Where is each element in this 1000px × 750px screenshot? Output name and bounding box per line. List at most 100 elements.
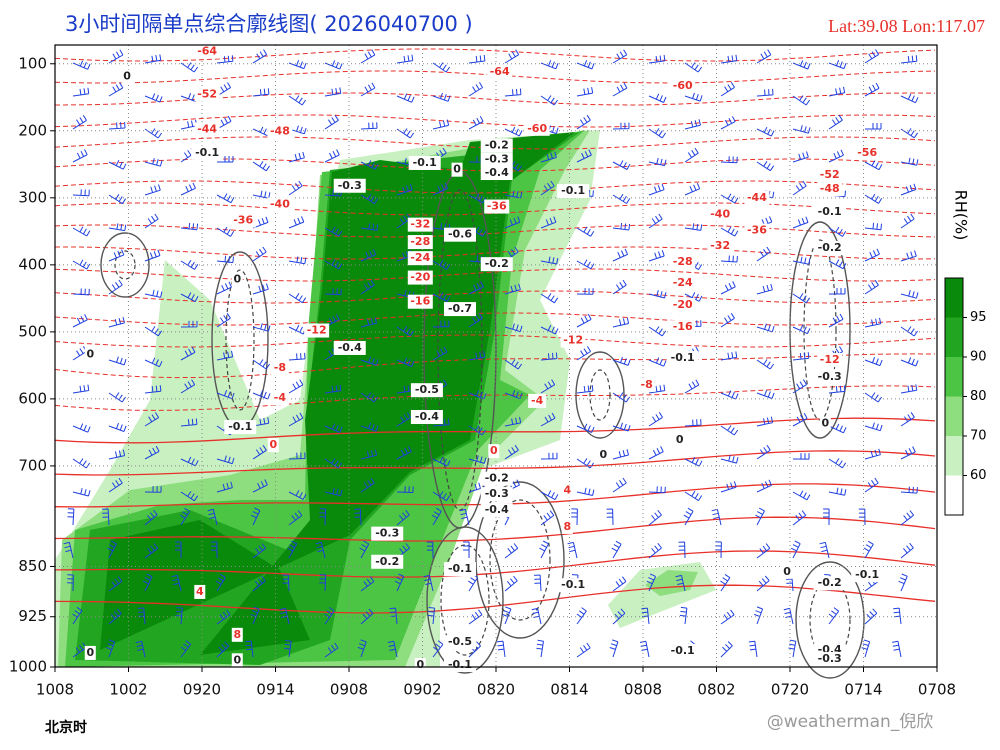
- wind-barb: [675, 574, 686, 592]
- wind-barb: [756, 283, 773, 295]
- wind-barb: [72, 606, 83, 625]
- wind-barb: [252, 88, 270, 97]
- wind-barb: [792, 60, 811, 70]
- wind-barb: [432, 640, 444, 658]
- omega-contour: [100, 232, 150, 298]
- temperature-label-box: [267, 438, 279, 453]
- omega-label-box: [480, 503, 513, 518]
- wind-barb: [864, 317, 882, 328]
- temperature-label-box: [707, 239, 733, 254]
- wind-barb: [144, 289, 163, 298]
- x-tick-label: 0814: [550, 681, 588, 699]
- wind-barb: [576, 607, 587, 625]
- wind-barb: [612, 608, 626, 625]
- omega-label-box: [410, 409, 443, 424]
- wind-barb: [324, 149, 340, 163]
- x-tick-label: 0908: [330, 681, 368, 699]
- wind-barb: [720, 116, 736, 130]
- wind-barb: [540, 151, 557, 163]
- wind-barb: [819, 541, 830, 559]
- wind-barb: [711, 508, 722, 526]
- wind-barb: [864, 222, 882, 231]
- wind-barb: [216, 55, 234, 64]
- wind-barb: [284, 639, 292, 658]
- omega-label-box: [480, 257, 513, 272]
- wind-barb: [792, 510, 807, 526]
- wind-barb: [540, 293, 559, 304]
- wind-barb: [426, 541, 434, 559]
- wind-barb: [252, 359, 271, 370]
- wind-barb: [790, 540, 801, 559]
- plot-frame: [54, 44, 938, 668]
- omega-label: 0: [783, 565, 791, 578]
- temperature-label-box: [637, 377, 656, 392]
- wind-barb: [828, 487, 847, 496]
- wind-barb: [468, 115, 484, 130]
- omega-label: -0.2: [485, 257, 509, 270]
- wind-barb: [504, 190, 523, 199]
- wind-barb: [684, 147, 699, 163]
- wind-barb: [612, 222, 631, 231]
- temperature-label-box: [488, 444, 500, 459]
- wind-barb: [107, 540, 117, 559]
- wind-barb: [252, 49, 268, 64]
- wind-barb: [900, 510, 914, 526]
- temperature-label: 8: [233, 628, 241, 641]
- wind-barb: [144, 54, 162, 64]
- wind-barb: [396, 54, 414, 64]
- wind-barb: [792, 293, 811, 304]
- wind-barb: [864, 279, 879, 295]
- wind-barb: [144, 543, 159, 559]
- contour-labels: -64-64-52-44 -48-40-36-60-60-56-52-48-44-…: [84, 44, 884, 672]
- omega-label-box: [781, 564, 793, 579]
- wind-barb: [900, 128, 919, 139]
- omega-contour: [475, 481, 565, 639]
- wind-barb: [540, 324, 559, 335]
- omega-label-box: [813, 651, 846, 666]
- wind-barb: [432, 182, 449, 196]
- wind-barb: [360, 392, 379, 403]
- wind-barb: [396, 128, 415, 139]
- colorbar-tick-label: 80: [970, 389, 987, 404]
- temperature-label-box: [670, 298, 696, 313]
- wind-barb: [108, 279, 123, 295]
- wind-barb: [540, 510, 555, 526]
- omega-label-box: [231, 272, 243, 287]
- y-tick-label: 100: [18, 54, 47, 72]
- omega-label: -0.1: [561, 184, 585, 197]
- wind-barb: [504, 216, 521, 229]
- wind-barb: [359, 540, 370, 559]
- omega-label: -0.1: [448, 562, 472, 575]
- wind-barb: [864, 477, 879, 493]
- omega-label-box: [443, 227, 476, 242]
- wind-barb: [216, 255, 234, 264]
- x-tick-label: 0708: [918, 681, 956, 699]
- wind-barb: [216, 226, 235, 237]
- wind-barb: [324, 642, 339, 658]
- temperature-label-box: [744, 223, 770, 238]
- wind-barb: [252, 246, 267, 262]
- wind-barb: [540, 60, 559, 70]
- wind-barb: [252, 216, 269, 229]
- temperature-label-box: [407, 217, 433, 232]
- temperature-label: -40: [270, 198, 290, 211]
- temperature-label: -28: [410, 235, 430, 248]
- omega-label-box: [191, 145, 224, 160]
- temperature-label: -40: [710, 208, 730, 221]
- omega-label-box: [813, 204, 846, 219]
- wind-barb: [720, 226, 739, 237]
- wind-barb: [540, 352, 558, 361]
- wind-barb: [72, 226, 91, 237]
- wind-barb: [720, 54, 738, 64]
- wind-barb: [576, 313, 592, 328]
- wind-barb: [648, 542, 662, 559]
- wind-barb: [900, 357, 919, 367]
- omega-contour: [437, 189, 483, 511]
- wind-barb: [252, 161, 271, 172]
- wind-barb: [720, 255, 738, 263]
- x-tick-label: 0902: [403, 681, 441, 699]
- omega-label: -0.5: [448, 635, 472, 648]
- omega-label-box: [443, 657, 476, 672]
- wind-barb: [861, 639, 871, 658]
